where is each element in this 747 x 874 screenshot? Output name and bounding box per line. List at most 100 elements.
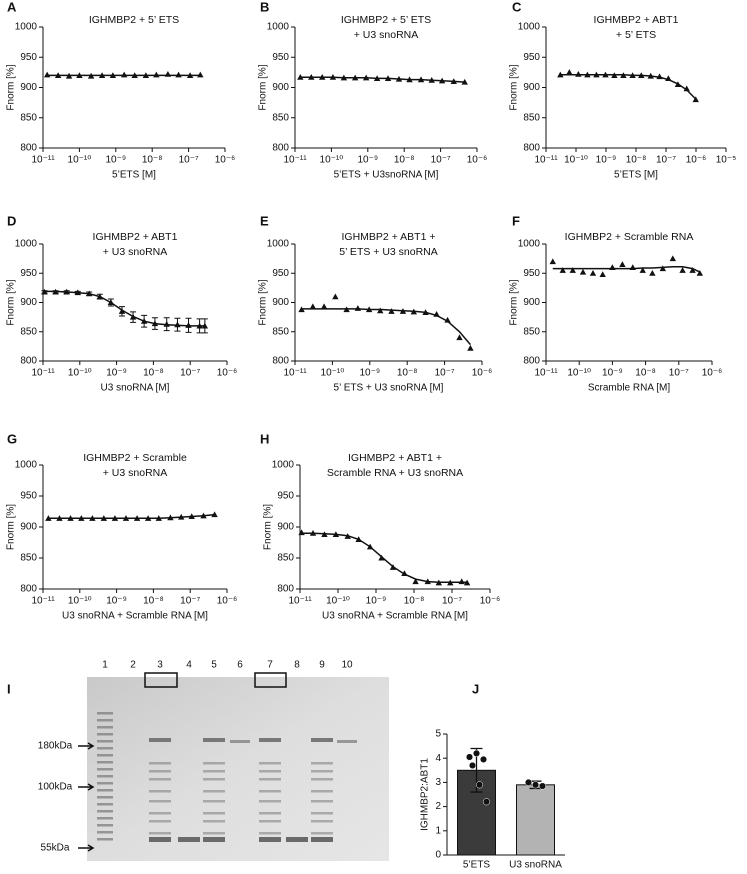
data-point	[458, 578, 465, 585]
panel-letter: I	[7, 681, 11, 696]
data-point	[433, 311, 440, 317]
data-point	[298, 306, 305, 313]
x-tick-label: 10⁻¹¹	[31, 596, 55, 607]
y-tick-label: 950	[523, 52, 540, 63]
x-tick-label: 10⁻⁸	[143, 596, 164, 607]
data-point	[340, 74, 348, 81]
data-point	[467, 344, 474, 351]
data-point	[472, 749, 481, 757]
lane-label: 1	[102, 660, 108, 671]
data-point	[674, 81, 682, 88]
chart-title: IGHMBP2 + 5’ ETS	[341, 14, 431, 26]
x-tick-label: 10⁻¹⁰	[326, 596, 350, 607]
x-tick-label: 10⁻¹⁰	[320, 155, 344, 166]
gel-band	[311, 778, 333, 781]
gel-band	[259, 762, 281, 765]
gel-band	[149, 762, 171, 765]
x-tick-label: U3 snoRNA	[509, 860, 562, 871]
data-point	[211, 511, 218, 518]
data-point	[524, 778, 533, 786]
data-point	[575, 70, 582, 77]
y-tick-label: 850	[277, 553, 294, 564]
data-point	[593, 71, 600, 78]
data-point	[54, 72, 62, 78]
data-point	[584, 71, 591, 78]
data-point	[167, 514, 174, 521]
data-point	[659, 265, 667, 272]
data-point	[365, 306, 373, 313]
gel-band	[337, 740, 357, 743]
data-point	[689, 267, 696, 273]
data-point	[163, 320, 170, 327]
ladder-band	[97, 754, 113, 757]
panel-letter: A	[7, 0, 17, 14]
chart-title: IGHMBP2 + Scramble	[83, 452, 187, 464]
gel-band	[203, 812, 225, 815]
lane-label: 3	[157, 660, 163, 671]
ladder-band	[97, 761, 113, 764]
data-point	[692, 96, 699, 103]
data-point	[319, 74, 326, 80]
data-point	[428, 77, 435, 83]
gel-band	[259, 790, 281, 793]
x-tick-label: 10⁻¹¹	[288, 596, 312, 607]
y-tick-label: 800	[523, 356, 540, 367]
data-point	[87, 72, 95, 79]
lane-label: 8	[294, 660, 300, 671]
data-point	[649, 270, 656, 276]
ladder-band	[97, 768, 113, 771]
panel-letter: H	[260, 431, 269, 446]
x-tick-label: 10⁻⁸	[626, 155, 647, 166]
gel-band	[149, 778, 171, 781]
data-point	[67, 515, 74, 521]
x-tick-label: 10⁻¹⁰	[68, 155, 92, 166]
data-point	[373, 75, 381, 81]
x-tick-label: 10⁻¹¹	[534, 155, 558, 166]
data-point	[118, 308, 126, 314]
fit-curve	[552, 266, 701, 273]
gel-band	[259, 800, 281, 803]
lane-label: 7	[267, 660, 273, 671]
data-point	[153, 71, 160, 78]
data-point	[424, 578, 431, 585]
y-tick-label: 950	[20, 268, 37, 279]
x-tick-label: 10⁻⁶	[217, 596, 238, 607]
gel-band	[311, 832, 333, 835]
data-point	[56, 515, 63, 521]
y-tick-label: 950	[272, 52, 289, 63]
data-point	[343, 306, 350, 313]
y-tick-label: 3	[435, 777, 441, 788]
data-point	[388, 308, 395, 314]
data-point	[435, 579, 443, 586]
marker-arrow	[78, 783, 95, 791]
data-point	[579, 268, 587, 275]
lane-label: 6	[237, 660, 243, 671]
data-point	[679, 267, 686, 273]
y-tick-label: 800	[277, 584, 294, 595]
data-point	[557, 71, 564, 78]
ladder-band	[97, 810, 113, 813]
data-point	[332, 531, 340, 537]
lane-label: 10	[341, 660, 353, 671]
data-point	[332, 293, 339, 300]
y-tick-label: 900	[20, 82, 37, 93]
ladder-band	[97, 824, 113, 827]
x-tick-label: 10⁻⁹	[596, 155, 617, 166]
data-point	[298, 529, 305, 536]
gel-band	[149, 800, 171, 803]
x-tick-label: 10⁻⁸	[404, 596, 425, 607]
chart-title: IGHMBP2 + ABT1	[93, 231, 178, 243]
y-tick-label: 850	[523, 326, 540, 337]
gel-band	[311, 762, 333, 765]
gel-band	[259, 812, 281, 815]
data-point	[669, 255, 677, 262]
panel-letter: F	[512, 213, 520, 228]
y-tick-label: 800	[272, 356, 289, 367]
x-axis-label: U3 snoRNA [M]	[101, 383, 170, 394]
x-tick-label: 10⁻⁹	[106, 368, 127, 379]
data-point	[144, 515, 152, 521]
gel-band	[259, 832, 281, 835]
chart-title: Scramble RNA + U3 snoRNA	[327, 467, 463, 479]
gel-band	[203, 837, 225, 842]
x-tick-label: 10⁻⁵	[716, 155, 737, 166]
